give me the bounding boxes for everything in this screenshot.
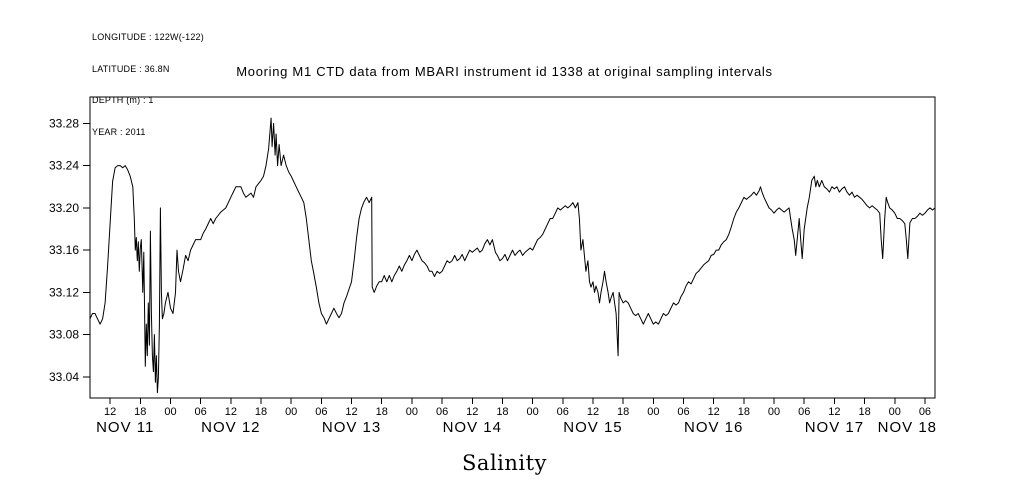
svg-text:06: 06 <box>315 406 327 418</box>
svg-text:12: 12 <box>225 406 237 418</box>
svg-text:18: 18 <box>617 406 629 418</box>
svg-text:33.24: 33.24 <box>49 159 79 173</box>
meta-depth: DEPTH (m) : 1 <box>92 95 154 105</box>
svg-text:12: 12 <box>708 406 720 418</box>
svg-text:12: 12 <box>466 406 478 418</box>
svg-text:00: 00 <box>768 406 780 418</box>
x-axis-caption: Salinity <box>462 451 547 475</box>
svg-text:33.04: 33.04 <box>49 370 79 384</box>
svg-text:06: 06 <box>436 406 448 418</box>
svg-text:NOV 18: NOV 18 <box>878 419 937 436</box>
svg-text:NOV 15: NOV 15 <box>563 419 622 436</box>
svg-text:NOV 14: NOV 14 <box>443 419 502 436</box>
svg-text:12: 12 <box>104 406 116 418</box>
svg-text:NOV 16: NOV 16 <box>684 419 743 436</box>
svg-text:00: 00 <box>406 406 418 418</box>
svg-text:06: 06 <box>195 406 207 418</box>
svg-text:12: 12 <box>828 406 840 418</box>
svg-text:33.08: 33.08 <box>49 328 79 342</box>
svg-text:06: 06 <box>557 406 569 418</box>
meta-year: YEAR : 2011 <box>92 126 146 137</box>
svg-text:00: 00 <box>285 406 297 418</box>
svg-text:18: 18 <box>738 406 750 418</box>
svg-text:06: 06 <box>919 406 931 418</box>
svg-text:18: 18 <box>376 406 388 418</box>
svg-text:00: 00 <box>889 406 901 418</box>
svg-text:18: 18 <box>255 406 267 418</box>
svg-text:00: 00 <box>526 406 538 418</box>
svg-text:00: 00 <box>164 406 176 418</box>
svg-text:18: 18 <box>496 406 508 418</box>
svg-text:00: 00 <box>647 406 659 418</box>
svg-text:33.16: 33.16 <box>49 243 79 257</box>
svg-text:06: 06 <box>798 406 810 418</box>
svg-text:33.28: 33.28 <box>49 116 79 130</box>
svg-text:NOV 13: NOV 13 <box>322 419 381 436</box>
svg-text:18: 18 <box>858 406 870 418</box>
svg-text:NOV 17: NOV 17 <box>805 419 864 436</box>
svg-text:NOV 11: NOV 11 <box>96 419 154 436</box>
svg-text:33.20: 33.20 <box>49 201 79 215</box>
svg-text:33.12: 33.12 <box>49 285 79 299</box>
chart-title: Mooring M1 CTD data from MBARI instrumen… <box>236 64 773 79</box>
svg-text:12: 12 <box>587 406 599 418</box>
meta-longitude: LONGITUDE : 122W(-122) <box>92 32 204 42</box>
svg-text:06: 06 <box>677 406 689 418</box>
header-metadata: LONGITUDE : 122W(-122) LATITUDE : 36.8N … <box>92 11 204 158</box>
svg-text:12: 12 <box>345 406 357 418</box>
svg-text:18: 18 <box>134 406 146 418</box>
svg-text:NOV 12: NOV 12 <box>201 419 260 436</box>
meta-latitude: LATITUDE : 36.8N <box>92 63 170 74</box>
